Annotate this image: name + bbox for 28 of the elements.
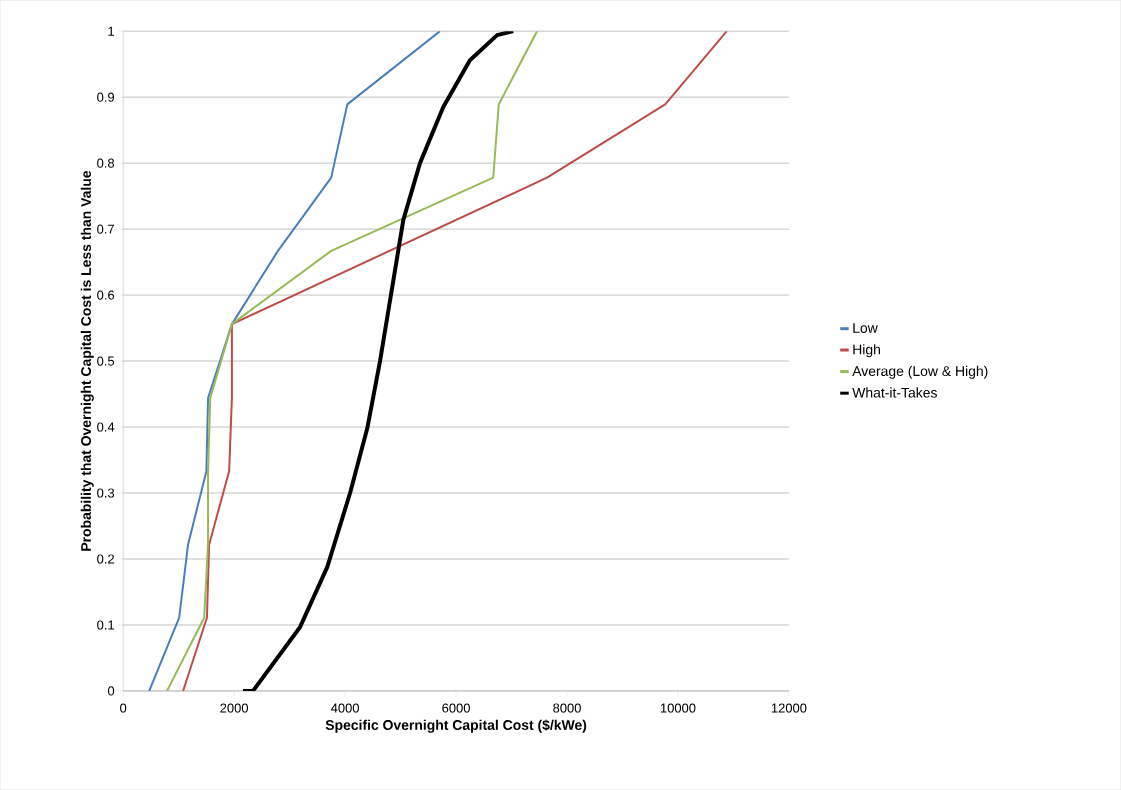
- x-axis-title: Specific Overnight Capital Cost ($/kWe): [325, 719, 587, 733]
- line-series: [182, 31, 728, 691]
- line-series: [148, 31, 441, 691]
- legend-label: High: [853, 344, 880, 358]
- legend-label: What-it-Takes: [852, 387, 937, 398]
- x-tick-label: 4000: [330, 703, 359, 713]
- y-tick-label: 0.4: [97, 422, 115, 432]
- y-tick-label: 1: [108, 26, 115, 36]
- y-axis-title: Probability that Overnight Capital Cost is Less than Value: [80, 170, 94, 551]
- x-tick-label: 6000: [442, 703, 470, 713]
- y-tick-label: 0.6: [97, 290, 115, 300]
- y-tick-label: 0.2: [97, 554, 114, 564]
- x-tick-label: 10000: [660, 703, 696, 713]
- x-tick-label: 2000: [220, 703, 249, 713]
- y-tick-label: 0.9: [97, 92, 115, 102]
- y-tick-label: 0.7: [97, 224, 114, 234]
- y-tick-label: 0.5: [97, 356, 115, 366]
- y-tick-label: 0.8: [97, 158, 115, 168]
- line-series: [241, 31, 516, 691]
- x-tick-label: 0: [120, 703, 127, 713]
- x-tick-label: 12000: [771, 703, 807, 713]
- legend-label: Low: [853, 323, 878, 333]
- y-tick-label: 0.3: [97, 488, 115, 498]
- y-tick-label: 0: [107, 686, 115, 696]
- line-series: [165, 31, 539, 691]
- y-tick-label: 0.1: [97, 620, 115, 630]
- legend-label: Average (Low & High): [852, 365, 988, 379]
- x-tick-label: 8000: [553, 703, 581, 713]
